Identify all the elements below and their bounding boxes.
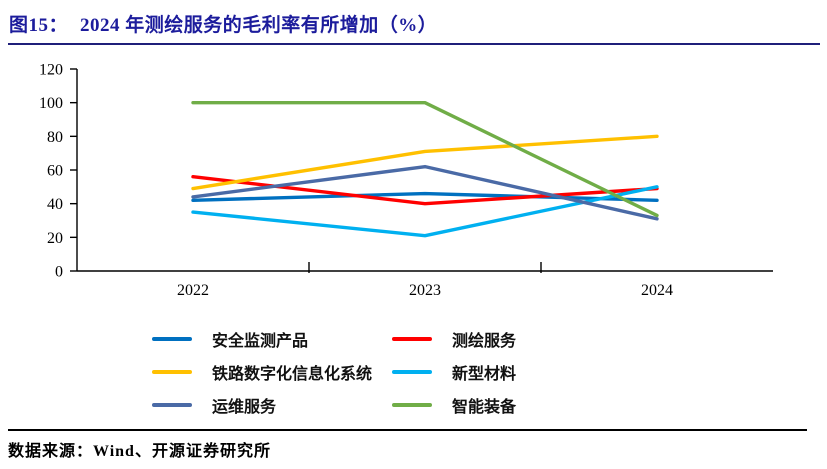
title-divider bbox=[8, 43, 820, 45]
legend-item-5: 智能装备 bbox=[392, 393, 516, 417]
legend-swatch-icon bbox=[152, 369, 192, 374]
x-tick-label: 2024 bbox=[641, 282, 673, 299]
chart-legend: 安全监测产品 测绘服务铁路数字化信息化系统 新型材料运维服务 智能装备 bbox=[152, 322, 516, 421]
y-tick-label: 40 bbox=[47, 196, 63, 213]
legend-label: 新型材料 bbox=[452, 365, 517, 383]
x-tick-label: 2023 bbox=[409, 282, 441, 299]
series-line-5 bbox=[191, 100, 659, 218]
legend-swatch-icon bbox=[152, 402, 192, 407]
y-tick-label: 120 bbox=[39, 62, 63, 79]
figure-number: 图15： bbox=[9, 15, 69, 36]
legend-swatch-icon bbox=[392, 402, 432, 407]
series-line-4 bbox=[191, 164, 659, 221]
legend-item-4: 运维服务 bbox=[152, 393, 392, 417]
y-tick-label: 20 bbox=[47, 230, 63, 247]
data-source: 数据来源：Wind、开源证券研究所 bbox=[8, 443, 271, 460]
y-tick-label: 60 bbox=[47, 163, 63, 180]
y-tick-label: 0 bbox=[55, 264, 63, 281]
footer-divider bbox=[8, 429, 807, 431]
legend-item-3: 新型材料 bbox=[392, 360, 516, 384]
y-tick-label: 80 bbox=[47, 129, 63, 146]
figure-title: 图15： 2024 年测绘服务的毛利率有所增加（%） bbox=[9, 10, 437, 37]
legend-label: 运维服务 bbox=[212, 398, 277, 416]
series-line-0 bbox=[191, 191, 659, 203]
y-tick-label: 100 bbox=[39, 95, 63, 112]
legend-label: 智能装备 bbox=[452, 398, 517, 416]
legend-label: 铁路数字化信息化系统 bbox=[212, 365, 373, 383]
legend-label: 安全监测产品 bbox=[212, 332, 309, 350]
figure-title-text: 2024 年测绘服务的毛利率有所增加（%） bbox=[80, 15, 438, 36]
legend-item-1: 测绘服务 bbox=[392, 327, 516, 351]
line-chart: 0 20 40 60 80 100 120 2022 2023 2024 bbox=[39, 62, 773, 299]
series-line-2 bbox=[191, 134, 659, 191]
legend-swatch-icon bbox=[392, 369, 432, 374]
legend-swatch-icon bbox=[392, 336, 432, 341]
legend-swatch-icon bbox=[152, 336, 192, 341]
legend-item-2: 铁路数字化信息化系统 bbox=[152, 360, 392, 384]
legend-item-0: 安全监测产品 bbox=[152, 327, 392, 351]
x-tick-label: 2022 bbox=[177, 282, 209, 299]
legend-label: 测绘服务 bbox=[452, 332, 517, 350]
